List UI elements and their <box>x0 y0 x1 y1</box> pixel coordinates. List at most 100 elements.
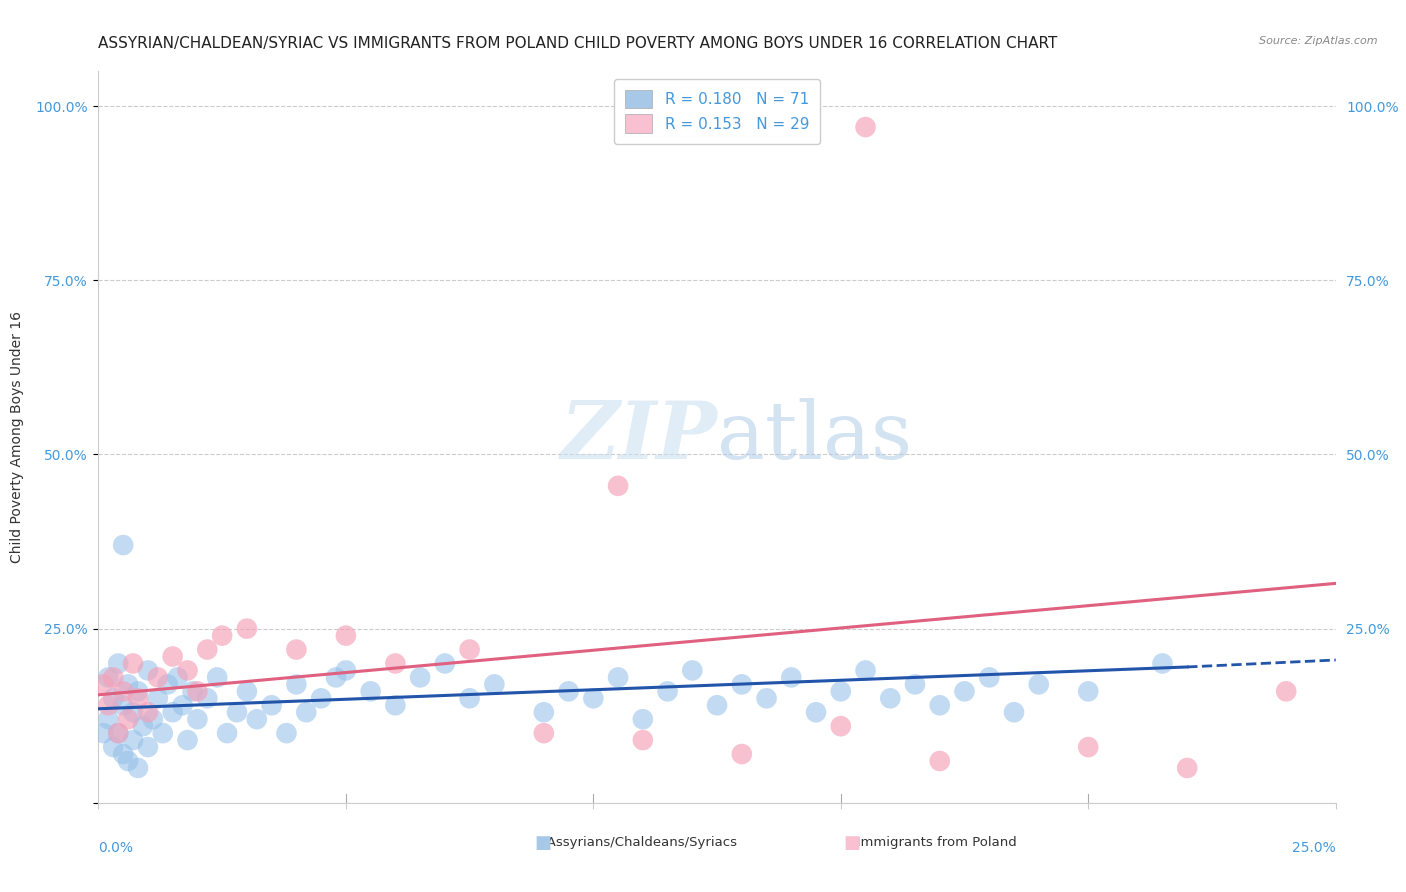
Point <box>205 670 228 684</box>
Point <box>136 740 159 755</box>
Point <box>1028 677 1050 691</box>
Text: atlas: atlas <box>717 398 912 476</box>
Point <box>557 684 579 698</box>
Point <box>325 670 347 684</box>
Point <box>360 684 382 698</box>
Point <box>136 664 159 678</box>
Point <box>181 684 204 698</box>
Legend: R = 0.180   N = 71, R = 0.153   N = 29: R = 0.180 N = 71, R = 0.153 N = 29 <box>614 79 820 144</box>
Point <box>260 698 283 713</box>
Point <box>127 691 149 706</box>
Point <box>172 698 194 713</box>
Text: ■: ■ <box>534 834 551 852</box>
Point <box>1152 657 1174 671</box>
Y-axis label: Child Poverty Among Boys Under 16: Child Poverty Among Boys Under 16 <box>10 311 24 563</box>
Point <box>186 684 208 698</box>
Point <box>335 629 357 643</box>
Text: ZIP: ZIP <box>560 399 717 475</box>
Point <box>112 684 135 698</box>
Point <box>904 677 927 691</box>
Point <box>928 698 950 713</box>
Text: ASSYRIAN/CHALDEAN/SYRIAC VS IMMIGRANTS FROM POLAND CHILD POVERTY AMONG BOYS UNDE: ASSYRIAN/CHALDEAN/SYRIAC VS IMMIGRANTS F… <box>98 36 1057 51</box>
Point <box>112 538 135 552</box>
Point <box>246 712 269 726</box>
Point <box>631 733 654 747</box>
Point <box>127 761 149 775</box>
Point <box>582 691 605 706</box>
Point <box>309 691 332 706</box>
Point <box>607 670 630 684</box>
Point <box>755 691 778 706</box>
Point <box>409 670 432 684</box>
Point <box>166 670 188 684</box>
Point <box>731 747 754 761</box>
Text: Source: ZipAtlas.com: Source: ZipAtlas.com <box>1260 36 1378 45</box>
Point <box>103 691 125 706</box>
Point <box>103 740 125 755</box>
Point <box>156 677 179 691</box>
Point <box>162 649 184 664</box>
Point <box>112 747 135 761</box>
Point <box>236 622 259 636</box>
Point <box>176 733 198 747</box>
Point <box>117 754 139 768</box>
Point <box>1077 740 1099 755</box>
Point <box>93 677 115 691</box>
Point <box>1275 684 1298 698</box>
Point <box>979 670 1001 684</box>
Point <box>132 719 155 733</box>
Point <box>295 705 318 719</box>
Text: 0.0%: 0.0% <box>98 841 134 855</box>
Point <box>195 642 218 657</box>
Point <box>186 712 208 726</box>
Point <box>607 479 630 493</box>
Point <box>1175 761 1198 775</box>
Point <box>855 120 877 134</box>
Text: 25.0%: 25.0% <box>1292 841 1336 855</box>
Point <box>533 705 555 719</box>
Point <box>804 705 827 719</box>
Point <box>285 642 308 657</box>
Point <box>152 726 174 740</box>
Point <box>162 705 184 719</box>
Point <box>384 657 406 671</box>
Point <box>1002 705 1025 719</box>
Point <box>433 657 456 671</box>
Point <box>706 698 728 713</box>
Point <box>195 691 218 706</box>
Point <box>176 664 198 678</box>
Point <box>458 691 481 706</box>
Text: ■: ■ <box>844 834 860 852</box>
Point <box>97 670 120 684</box>
Point <box>142 712 165 726</box>
Point <box>631 712 654 726</box>
Point <box>681 664 703 678</box>
Point <box>97 698 120 713</box>
Point <box>107 726 129 740</box>
Point <box>830 684 852 698</box>
Point <box>93 726 115 740</box>
Point <box>103 670 125 684</box>
Point <box>146 670 169 684</box>
Point <box>136 705 159 719</box>
Point <box>217 726 239 740</box>
Point <box>97 712 120 726</box>
Point <box>458 642 481 657</box>
Point <box>953 684 976 698</box>
Point <box>211 629 233 643</box>
Point <box>122 657 145 671</box>
Point <box>484 677 506 691</box>
Point <box>236 684 259 698</box>
Point <box>122 733 145 747</box>
Point <box>107 657 129 671</box>
Point <box>146 691 169 706</box>
Point <box>384 698 406 713</box>
Point <box>780 670 803 684</box>
Point <box>107 726 129 740</box>
Point <box>855 664 877 678</box>
Point <box>830 719 852 733</box>
Point <box>276 726 298 740</box>
Point <box>117 712 139 726</box>
Point <box>226 705 249 719</box>
Point <box>112 698 135 713</box>
